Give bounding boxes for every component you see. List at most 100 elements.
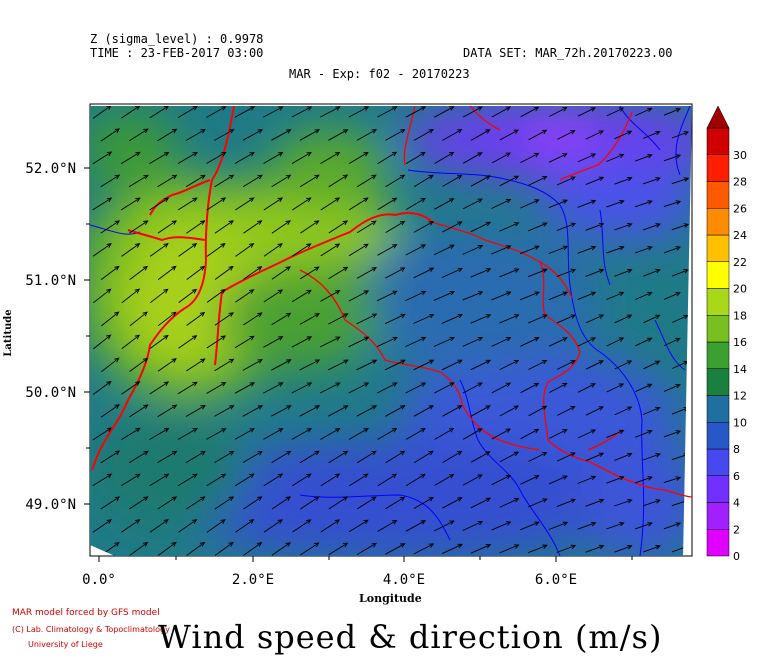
wind-arrow bbox=[320, 519, 341, 533]
wind-arrow bbox=[441, 359, 463, 371]
wind-arrow bbox=[242, 174, 263, 188]
wind-arrow bbox=[327, 359, 349, 371]
wind-arrow bbox=[491, 474, 512, 486]
wind-arrow bbox=[499, 544, 520, 554]
wind-arrow bbox=[263, 382, 284, 394]
wind-arrow bbox=[263, 289, 284, 303]
wind-arrow bbox=[185, 174, 206, 188]
wind-arrow bbox=[120, 197, 141, 211]
wind-arrow bbox=[548, 337, 568, 347]
wind-arrow bbox=[271, 129, 292, 141]
x-tick-labels: 0.0° 2.0°E 4.0°E 6.0°E bbox=[82, 572, 577, 588]
wind-arrow bbox=[186, 358, 206, 372]
wind-arrow bbox=[92, 427, 113, 441]
colorbar-tick-label: 28 bbox=[733, 176, 747, 189]
wind-arrow bbox=[405, 473, 426, 487]
x-tick-label: 0.0° bbox=[82, 572, 116, 588]
wind-arrow bbox=[434, 151, 455, 164]
wind-arrow bbox=[585, 498, 605, 507]
wind-arrow bbox=[291, 336, 313, 348]
wind-arrow bbox=[441, 221, 463, 233]
wind-arrow bbox=[635, 337, 653, 347]
wind-arrow bbox=[235, 289, 255, 303]
wind-arrow bbox=[548, 245, 569, 254]
wind-arrow bbox=[328, 542, 349, 556]
wind-arrow bbox=[491, 428, 512, 440]
y-tick-label: 49.0°N bbox=[25, 497, 76, 513]
y-tick-label: 50.0°N bbox=[25, 385, 76, 401]
colorbar-tick-label: 24 bbox=[733, 229, 747, 242]
wind-arrow bbox=[328, 450, 349, 464]
wind-arrow bbox=[491, 199, 512, 209]
wind-arrow bbox=[149, 334, 169, 349]
wind-arrow bbox=[186, 220, 206, 234]
wind-arrow bbox=[664, 337, 681, 347]
wind-arrow bbox=[606, 475, 625, 484]
wind-arrow bbox=[376, 290, 398, 302]
wind-speed-field bbox=[90, 106, 692, 556]
wind-arrow bbox=[413, 128, 435, 141]
wind-arrow bbox=[100, 404, 120, 418]
wind-arrow bbox=[413, 174, 434, 188]
wind-arrow bbox=[178, 242, 198, 257]
wind-arrow bbox=[577, 429, 597, 439]
wind-arrow bbox=[642, 499, 661, 507]
wind-arrow bbox=[434, 198, 455, 210]
wind-arrow bbox=[177, 197, 198, 211]
wind-arrow bbox=[348, 197, 369, 211]
wind-arrow bbox=[177, 106, 198, 118]
wind-arrow bbox=[642, 453, 661, 461]
wind-arrow bbox=[206, 288, 226, 303]
wind-arrow bbox=[499, 498, 520, 508]
wind-arrow bbox=[499, 175, 520, 187]
wind-arrow bbox=[299, 266, 320, 280]
y-axis-ticks bbox=[84, 167, 90, 505]
wind-arrow bbox=[214, 312, 234, 326]
wind-arrow bbox=[405, 382, 427, 394]
wind-arrow bbox=[149, 106, 170, 119]
wind-arrow bbox=[405, 336, 427, 348]
wind-arrow bbox=[642, 223, 661, 231]
wind-arrow bbox=[348, 382, 370, 394]
wind-arrow bbox=[634, 200, 653, 208]
time-label: TIME : 23-FEB-2017 03:00 bbox=[90, 46, 264, 60]
wind-arrow bbox=[499, 359, 520, 371]
national-borders-thin bbox=[299, 105, 693, 498]
wind-arrow bbox=[470, 314, 492, 324]
wind-arrow bbox=[556, 452, 576, 462]
wind-arrow bbox=[433, 244, 455, 256]
wind-arrow bbox=[585, 360, 604, 370]
wind-arrow bbox=[556, 314, 576, 324]
x-tick-label: 4.0°E bbox=[383, 572, 425, 588]
wind-arrow bbox=[377, 473, 398, 487]
wind-arrow bbox=[320, 290, 341, 302]
wind-arrow bbox=[491, 521, 512, 531]
wind-arrow bbox=[291, 473, 312, 487]
wind-arrow bbox=[242, 405, 264, 417]
wind-arrow bbox=[462, 382, 483, 394]
colorbar-segment bbox=[706, 127, 730, 155]
wind-arrow bbox=[585, 176, 605, 186]
wind-arrow bbox=[671, 269, 689, 277]
wind-arrow bbox=[606, 337, 625, 347]
wind-arrow bbox=[320, 473, 341, 487]
wind-arrow bbox=[235, 197, 255, 211]
y-tick-label: 52.0°N bbox=[25, 161, 76, 177]
wind-arrow bbox=[291, 382, 313, 394]
wind-arrow bbox=[385, 129, 406, 141]
wind-arrow bbox=[520, 199, 540, 209]
wind-arrow bbox=[320, 243, 341, 257]
wind-arrow bbox=[92, 151, 113, 165]
colorbar-segment bbox=[706, 448, 730, 476]
wind-arrow bbox=[520, 337, 540, 347]
colorbar-tick-label: 22 bbox=[733, 256, 747, 269]
wind-arrow bbox=[129, 496, 149, 510]
wind-arrow bbox=[121, 288, 141, 304]
wind-arrow bbox=[128, 128, 149, 142]
wind-arrow bbox=[377, 106, 398, 118]
wind-arrow bbox=[614, 130, 633, 140]
wind-arrow bbox=[234, 428, 256, 440]
wind-arrow bbox=[643, 360, 661, 370]
wind-arrow bbox=[121, 106, 141, 119]
wind-arrow bbox=[663, 430, 682, 438]
